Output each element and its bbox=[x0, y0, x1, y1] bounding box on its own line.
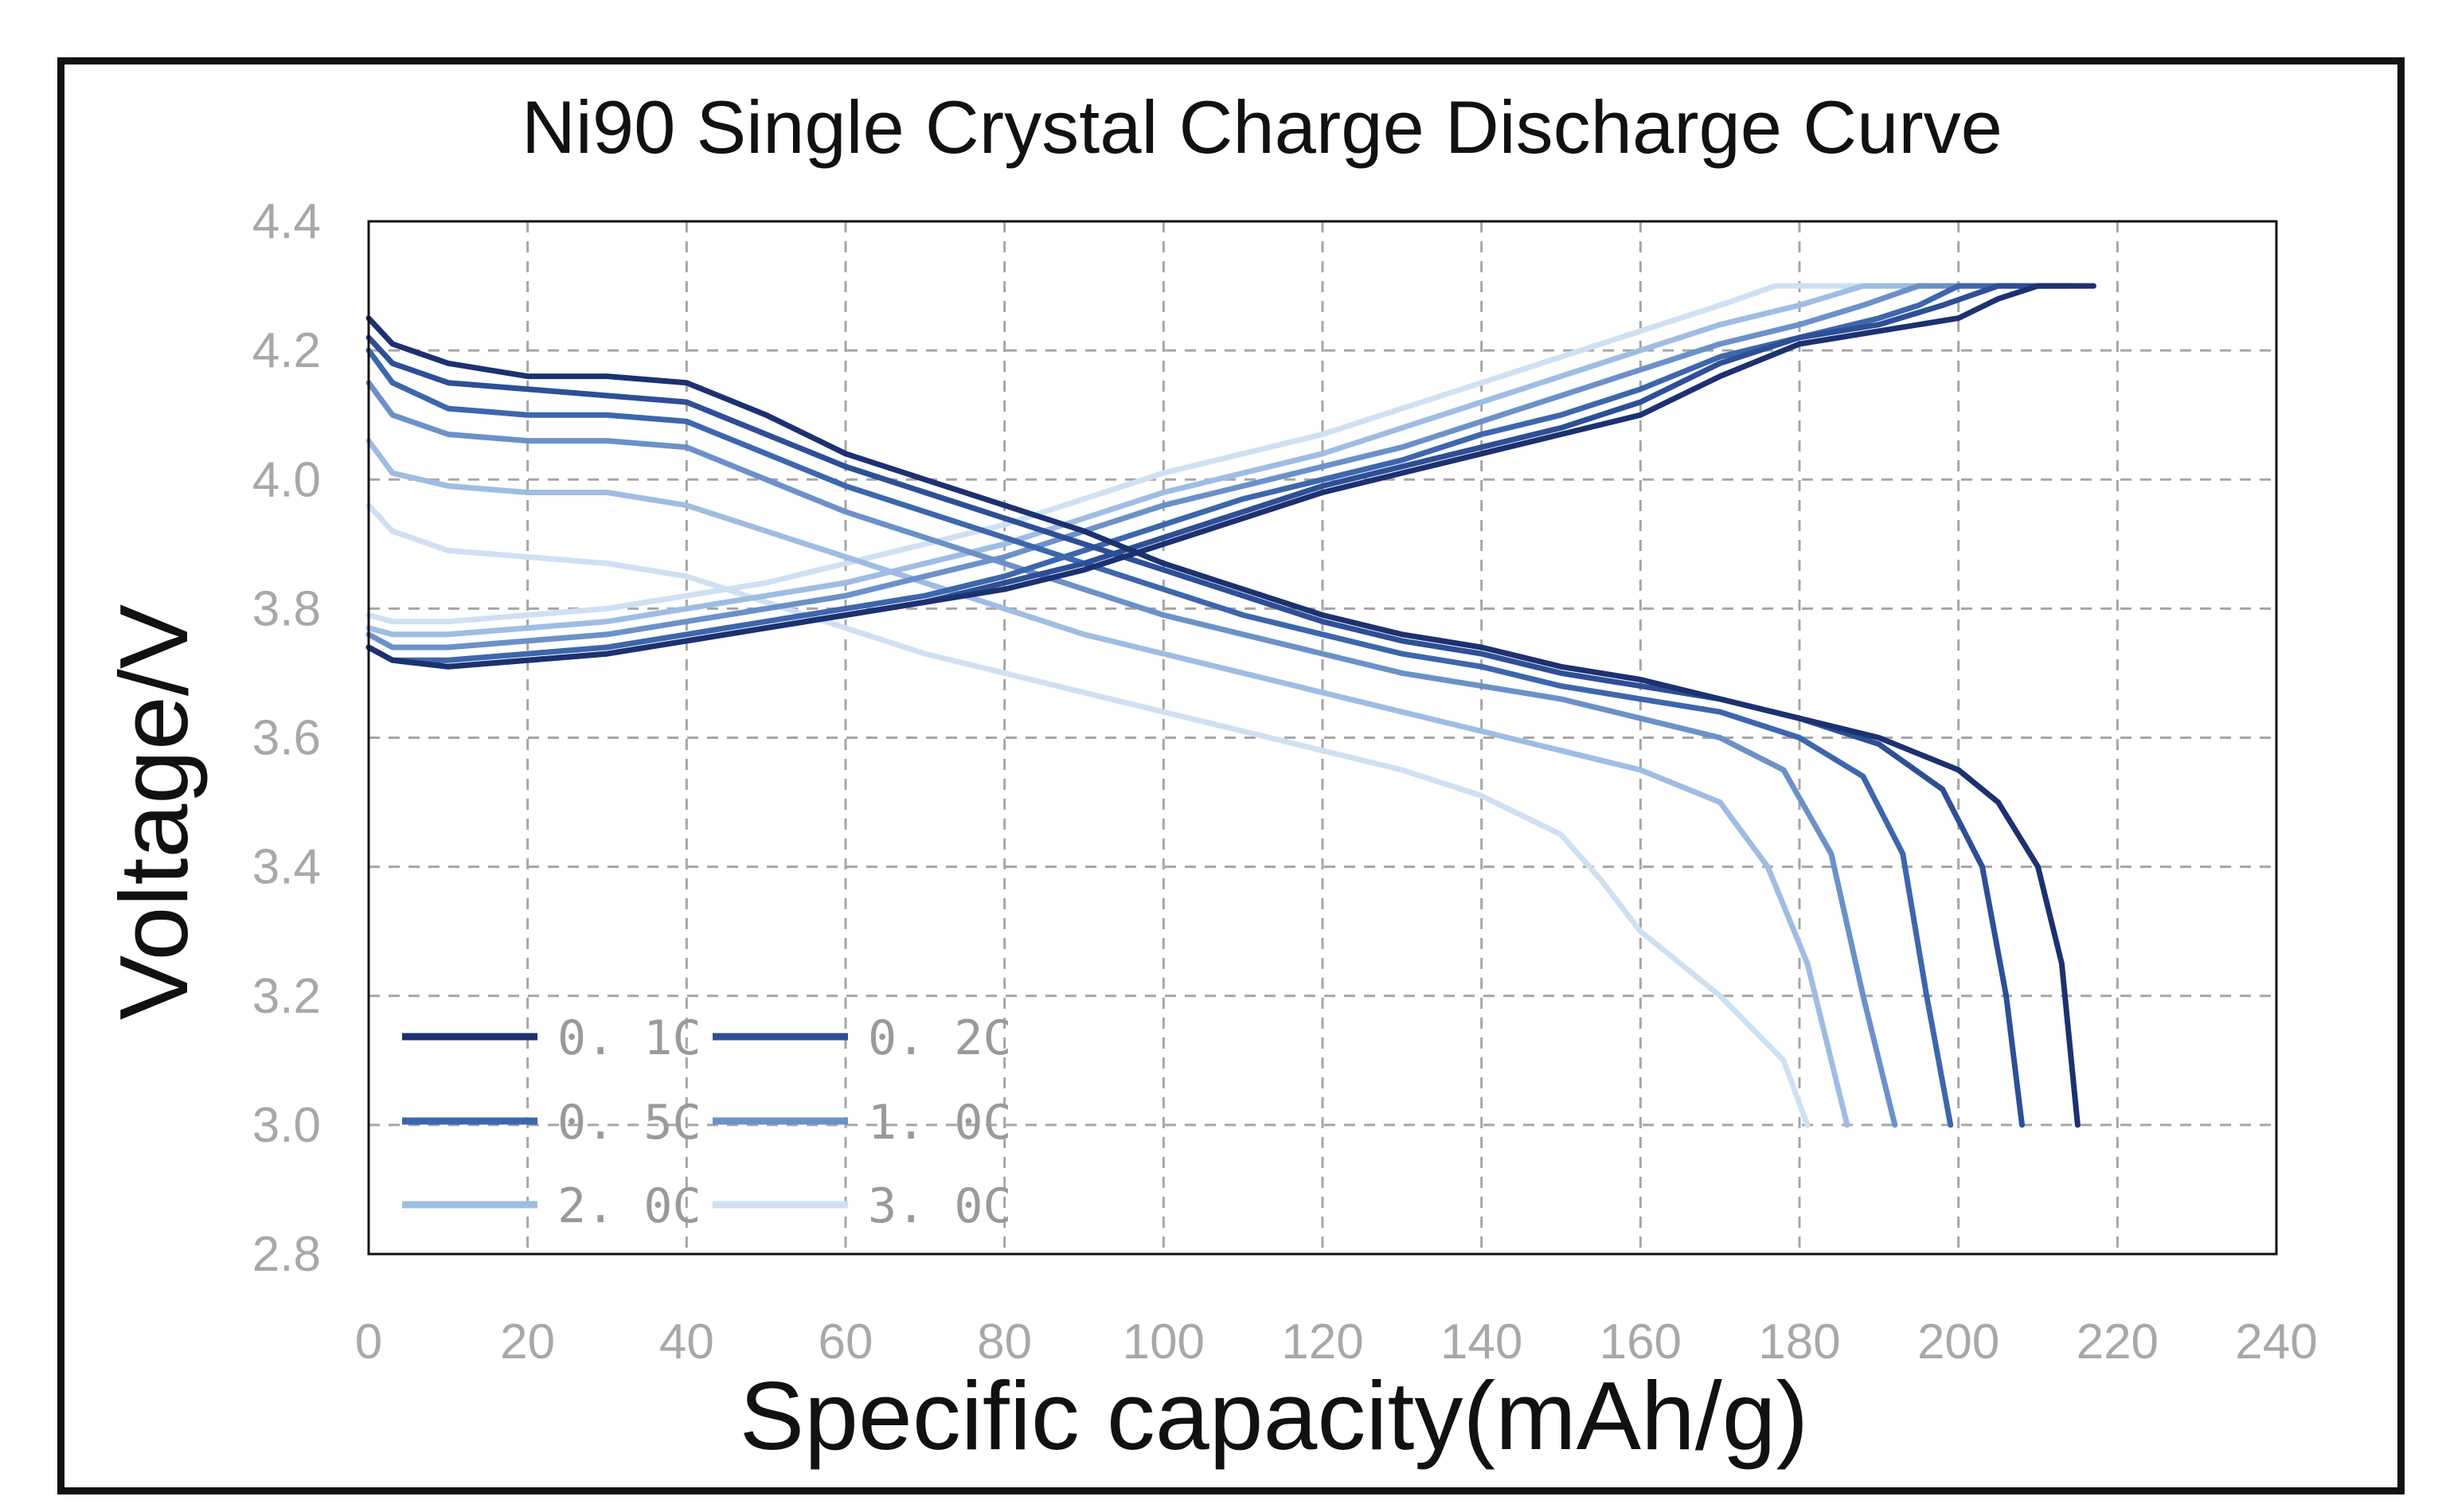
x-tick-label: 220 bbox=[2077, 1315, 2159, 1369]
series-1-discharge-line bbox=[365, 334, 2025, 1128]
series-4-discharge-line bbox=[365, 438, 1850, 1128]
chart-title: Ni90 Single Crystal Charge Discharge Cur… bbox=[522, 85, 2003, 169]
y-axis-label: Voltage/V bbox=[100, 604, 208, 1020]
legend-label-5: 3. 0C bbox=[868, 1178, 1012, 1234]
series-5-charge-line bbox=[365, 283, 1866, 625]
x-tick-label: 160 bbox=[1600, 1315, 1682, 1369]
y-tick-label: 4.0 bbox=[252, 452, 321, 507]
x-tick-label: 20 bbox=[500, 1315, 555, 1369]
y-tick-label: 3.6 bbox=[252, 711, 321, 766]
grid bbox=[369, 221, 2276, 1254]
series-5-discharge-line bbox=[365, 502, 1811, 1128]
y-tick-label: 3.4 bbox=[252, 840, 321, 895]
x-tick-label: 0 bbox=[355, 1315, 382, 1369]
x-tick-label: 40 bbox=[659, 1315, 714, 1369]
x-tick-label: 100 bbox=[1123, 1315, 1205, 1369]
x-tick-label: 80 bbox=[977, 1315, 1032, 1369]
tick-labels: 0 20 40 60 80 100 120 140 160 180 200 220 240 2.8 3.0 3… bbox=[252, 194, 2318, 1369]
y-tick-label: 4.2 bbox=[252, 323, 321, 378]
x-tick-label: 200 bbox=[1917, 1315, 1999, 1369]
series-4-charge-line bbox=[365, 283, 1930, 638]
legend: 0. 1C 0. 2C 0. 5C 1. 0C 2. 0C 3. 0C bbox=[402, 1010, 1012, 1234]
series-0-discharge-line bbox=[365, 315, 2081, 1128]
x-tick-label: 180 bbox=[1758, 1315, 1840, 1369]
legend-label-3: 1. 0C bbox=[868, 1095, 1012, 1151]
series-3-charge-line bbox=[365, 283, 1978, 651]
series-2-discharge-line bbox=[365, 347, 1954, 1128]
y-tick-label: 4.4 bbox=[252, 194, 321, 249]
legend-label-4: 2. 0C bbox=[557, 1178, 701, 1234]
y-tick-label: 2.8 bbox=[252, 1227, 321, 1282]
chart-frame bbox=[57, 57, 2405, 1494]
x-tick-label: 140 bbox=[1440, 1315, 1522, 1369]
series-3-discharge-line bbox=[365, 380, 1898, 1128]
series-2-charge-line bbox=[365, 283, 2025, 663]
legend-label-0: 0. 1C bbox=[557, 1010, 701, 1066]
y-tick-label: 3.0 bbox=[252, 1098, 321, 1153]
y-tick-label: 3.8 bbox=[252, 581, 321, 636]
legend-label-1: 0. 2C bbox=[868, 1010, 1012, 1066]
x-tick-label: 60 bbox=[819, 1315, 873, 1369]
series-lines bbox=[365, 283, 2096, 1128]
y-tick-label: 3.2 bbox=[252, 969, 321, 1024]
plot-area bbox=[367, 220, 2278, 1256]
x-tick-label: 240 bbox=[2235, 1315, 2317, 1369]
legend-label-2: 0. 5C bbox=[557, 1095, 701, 1151]
x-axis-label: Specific capacity(mAh/g) bbox=[740, 1362, 1808, 1470]
x-tick-label: 120 bbox=[1281, 1315, 1363, 1369]
series-0-charge-line bbox=[365, 283, 2096, 670]
